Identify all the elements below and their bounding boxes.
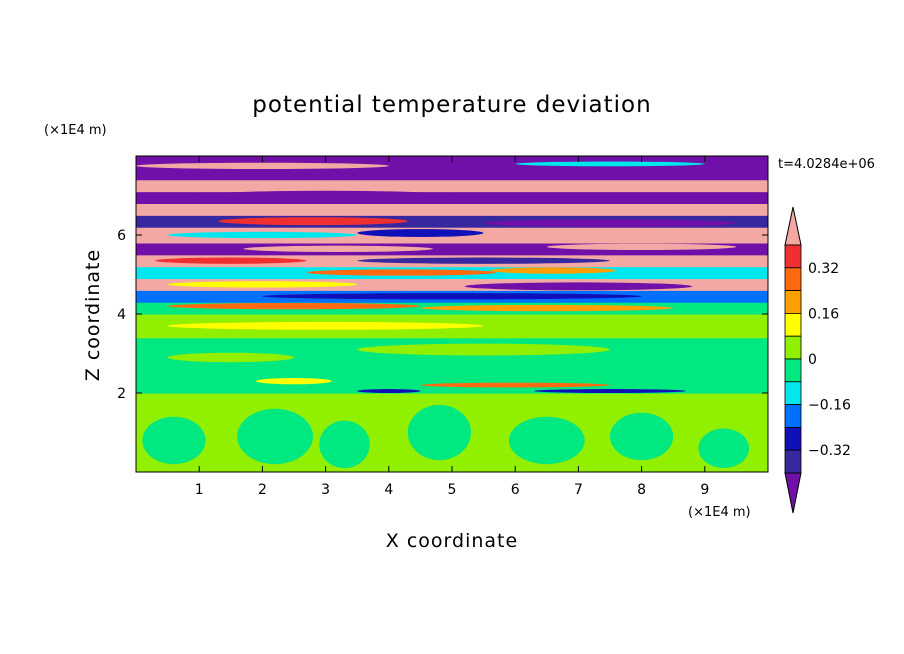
heatmap-feature-32	[199, 169, 705, 178]
heatmap-feature-28	[483, 219, 737, 228]
colorbar-tick-label-3: −0.16	[808, 398, 851, 414]
heatmap-feature-31	[230, 181, 737, 190]
y-tick-label-1: 4	[117, 307, 126, 323]
x-tick-label-1: 2	[258, 482, 267, 498]
heatmap-feature-8	[534, 389, 686, 393]
heatmap-feature-29	[262, 206, 642, 213]
colorbar-level-0	[784, 244, 802, 269]
heatmap-features	[136, 161, 750, 469]
heatmap-feature-25	[167, 231, 358, 239]
heatmap-feature-22	[357, 257, 610, 264]
heatmap-feature-13	[167, 321, 484, 330]
colorbar-ticks: 0.32 0.16 0 −0.16 −0.32	[808, 261, 851, 459]
heatmap-feature-7	[357, 389, 421, 393]
heatmap-feature-26	[357, 229, 484, 237]
colorbar-level-4	[784, 335, 802, 360]
y-unit-label: (×1E4 m)	[44, 123, 107, 138]
y-tick-label-2: 6	[117, 228, 126, 244]
heatmap-feature-9	[256, 377, 332, 385]
heatmap-feature-3	[407, 404, 471, 461]
heatmap-feature-18	[464, 282, 693, 291]
colorbar-level-3	[784, 312, 802, 337]
colorbar-cap-low	[784, 472, 802, 514]
colorbar-tick-label-1: 0.16	[808, 306, 839, 322]
x-unit-label: (×1E4 m)	[688, 505, 751, 520]
heatmap-feature-1	[237, 408, 313, 465]
heatmap-feature-23	[243, 245, 434, 252]
x-tick-label-4: 5	[448, 482, 457, 498]
heatmap-area	[136, 156, 768, 472]
chart-title: potential temperature deviation	[252, 92, 651, 118]
x-tick-label-7: 8	[637, 482, 646, 498]
colorbar-level-9	[784, 449, 802, 474]
y-tick-label-0: 2	[117, 386, 126, 402]
heatmap-feature-6	[698, 428, 750, 469]
heatmap-feature-0	[142, 416, 206, 465]
colorbar-cap-high	[784, 206, 802, 246]
colorbar-tick-label-4: −0.32	[808, 443, 851, 459]
heatmap-feature-16	[262, 293, 642, 300]
y-axis-label: Z coordinate	[82, 249, 104, 381]
colorbar-level-8	[784, 426, 802, 451]
x-tick-label-6: 7	[574, 482, 583, 498]
heatmap-feature-10	[420, 382, 610, 388]
colorbar-tick-label-2: 0	[808, 352, 817, 368]
colorbar-level-6	[784, 381, 802, 405]
colorbar-level-5	[784, 358, 802, 383]
heatmap-feature-30	[199, 190, 452, 201]
y-axis-ticks: 2 4 6	[117, 228, 768, 402]
time-label: t=4.0284e+06	[778, 157, 875, 172]
heatmap-feature-4	[508, 416, 585, 465]
colorbar	[784, 206, 802, 514]
heatmap-band-1	[136, 369, 768, 394]
heatmap-feature-17	[167, 281, 358, 288]
colorbar-tick-label-0: 0.32	[808, 261, 839, 277]
heatmap-feature-33	[136, 162, 389, 170]
heatmap-feature-27	[218, 217, 408, 226]
colorbar-level-2	[784, 290, 802, 314]
heatmap-feature-20	[489, 267, 617, 274]
heatmap-feature-15	[420, 304, 674, 312]
x-tick-label-2: 3	[321, 482, 330, 498]
x-tick-label-8: 9	[700, 482, 709, 498]
heatmap-feature-5	[610, 412, 674, 461]
x-axis-label: X coordinate	[386, 530, 518, 552]
heatmap-feature-34	[515, 161, 705, 167]
heatmap-feature-19	[306, 269, 497, 276]
heatmap-feature-14	[167, 302, 421, 310]
colorbar-level-7	[784, 404, 802, 428]
heatmap-feature-21	[154, 257, 307, 264]
heatmap-feature-2	[319, 420, 370, 469]
heatmap-feature-12	[357, 343, 610, 356]
x-tick-label-5: 6	[511, 482, 520, 498]
heatmap-feature-24	[546, 243, 737, 251]
x-tick-label-3: 4	[384, 482, 393, 498]
heatmap-feature-11	[167, 352, 294, 363]
x-tick-label-0: 1	[195, 482, 204, 498]
x-axis-ticks: 1 2 3 4 5 6 7 8 9	[195, 156, 709, 498]
colorbar-level-1	[784, 267, 802, 291]
